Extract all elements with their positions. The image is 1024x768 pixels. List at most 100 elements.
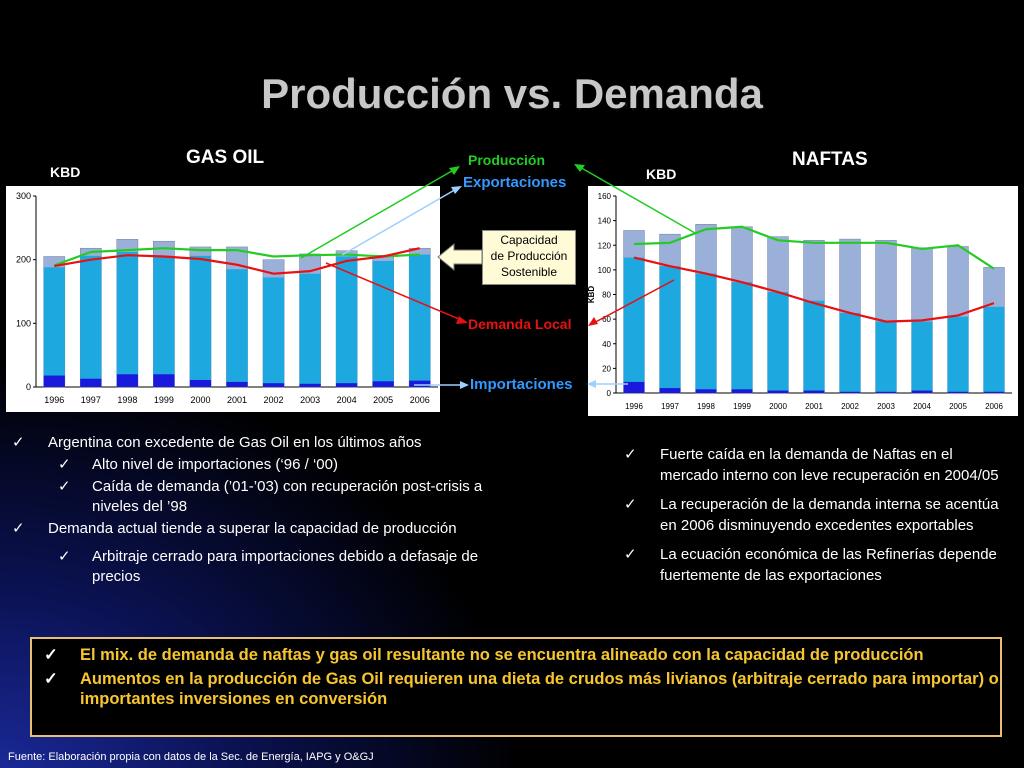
list-item: ✓ Argentina con excedente de Gas Oil en l…: [12, 434, 422, 451]
naftas-bar-demand: [911, 321, 933, 393]
gasoil-line-demanda: [54, 247, 420, 275]
naftas-x-tick-label: 2000: [769, 402, 787, 411]
naftas-x-tick-label: 2004: [913, 402, 931, 411]
gasoil-x-tick-label: 2006: [410, 395, 430, 405]
gasoil-bullet-list: ✓ Argentina con excedente de Gas Oil en l…: [12, 433, 492, 589]
gasoil-bar-import: [116, 374, 138, 387]
gasoil-bar-demand: [80, 255, 102, 387]
naftas-bar-import: [767, 390, 789, 393]
gasoil-x-tick-label: 2005: [373, 395, 393, 405]
connector-importaciones-left-arrowhead: [460, 381, 469, 389]
legend-capacidad-line1: Capacidad: [500, 233, 558, 247]
gasoil-bar-demand: [372, 260, 394, 387]
naftas-bar-demand: [875, 321, 897, 393]
naftas-bar-demand: [947, 316, 969, 393]
legend-demanda-local: Demanda Local: [468, 316, 572, 332]
naftas-x-tick-label: 1999: [733, 402, 751, 411]
naftas-bar-import: [695, 389, 717, 393]
legend-capacidad-box: Capacidad de Producción Sostenible: [482, 230, 576, 285]
gasoil-bar-demand: [153, 255, 175, 387]
gasoil-x-tick-label: 2001: [227, 395, 247, 405]
gasoil-unit-label: KBD: [50, 164, 81, 180]
check-icon: ✓: [624, 546, 637, 563]
gasoil-x-tick-label: 2002: [264, 395, 284, 405]
legend-capacidad-line3: Sostenible: [500, 265, 558, 279]
list-item: ✓ El mix. de demanda de naftas y gas oil …: [44, 646, 924, 664]
gasoil-bar-import: [80, 378, 102, 387]
naftas-bar-import: [659, 388, 681, 393]
list-item: ✓ La ecuación económica de las Refinerías…: [624, 546, 997, 584]
naftas-y-tick-label: 60: [602, 315, 611, 324]
gasoil-chart-title: GAS OIL: [186, 147, 265, 168]
naftas-y-axis-label: KBD: [588, 286, 596, 304]
gasoil-bar-import: [299, 383, 321, 387]
legend-capacidad-line2: de Producción: [490, 249, 568, 263]
gasoil-bar-demand: [336, 256, 358, 387]
capacity-arrow-icon: [437, 242, 483, 272]
gasoil-bar-demand: [116, 252, 138, 387]
conclusions-box: ✓ El mix. de demanda de naftas y gas oil …: [30, 637, 1002, 737]
check-icon: ✓: [624, 496, 637, 513]
list-item: ✓ Demanda actual tiende a superar la capa…: [12, 520, 457, 537]
connector-exportaciones-arrowhead: [451, 186, 462, 194]
naftas-bar-import: [911, 390, 933, 393]
naftas-chart: 0 20 40 60 80 100 120 140 160 KBD 1996 1997 1998 1999…: [588, 186, 1018, 416]
naftas-x-tick-label: 1996: [625, 402, 643, 411]
gasoil-x-tick-label: 1998: [117, 395, 137, 405]
list-item: ✓ La recuperación de la demanda interna s…: [624, 496, 999, 534]
gasoil-x-tick-label: 1997: [81, 395, 101, 405]
naftas-x-tick-label: 2003: [877, 402, 895, 411]
gasoil-bar-import: [372, 381, 394, 387]
legend-exportaciones: Exportaciones: [463, 174, 567, 191]
gasoil-y-tick-label: 300: [16, 191, 31, 201]
gasoil-bar-import: [336, 383, 358, 387]
gasoil-bar-import: [153, 374, 175, 387]
naftas-y-tick-label: 140: [598, 217, 612, 226]
gasoil-bar-demand: [189, 255, 212, 387]
gasoil-bar-demand: [226, 269, 248, 387]
check-icon: ✓: [44, 646, 58, 664]
check-icon: ✓: [58, 456, 71, 473]
naftas-chart-svg: 0 20 40 60 80 100 120 140 160 KBD 1996 1997 1998 1999…: [588, 192, 1012, 411]
naftas-bar-demand: [695, 273, 717, 393]
naftas-bar-import: [731, 389, 753, 393]
connector-produccion-right-arrowhead: [574, 164, 585, 172]
naftas-bar-demand: [839, 312, 861, 393]
gasoil-bar-demand: [262, 277, 285, 387]
naftas-bar-import: [875, 391, 897, 393]
slide-title: Producción vs. Demanda: [261, 70, 763, 117]
gasoil-bar-import: [409, 380, 431, 387]
naftas-line-demanda: [633, 256, 995, 323]
naftas-y-tick-label: 20: [602, 364, 611, 373]
gasoil-x-tick-label: 1996: [44, 395, 64, 405]
check-icon: ✓: [624, 446, 637, 463]
gasoil-x-tick-label: 2003: [300, 395, 320, 405]
naftas-bar-import: [983, 391, 1005, 393]
gasoil-y-tick-label: 200: [16, 255, 31, 265]
naftas-x-tick-label: 2006: [985, 402, 1003, 411]
naftas-bar-import: [839, 391, 861, 393]
source-note: Fuente: Elaboración propia con datos de …: [8, 751, 374, 763]
gasoil-x-tick-label: 2004: [337, 395, 357, 405]
check-icon: ✓: [58, 548, 71, 565]
gasoil-y-tick-label: 100: [16, 318, 31, 328]
legend-importaciones: Importaciones: [470, 376, 573, 393]
naftas-y-tick-label: 0: [607, 389, 612, 398]
gasoil-bar-import: [226, 381, 248, 387]
naftas-bar-import: [947, 391, 969, 393]
connector-demanda-left-arrowhead: [456, 316, 468, 324]
naftas-x-tick-label: 2001: [805, 402, 823, 411]
gasoil-bar-demand: [299, 273, 321, 387]
legend-produccion: Producción: [468, 152, 546, 168]
naftas-y-tick-label: 160: [598, 192, 612, 201]
naftas-x-tick-label: 2002: [841, 402, 859, 411]
gasoil-bar-import: [43, 375, 65, 387]
naftas-bar-demand: [767, 292, 789, 393]
naftas-bullet-list: ✓ Fuerte caída en la demanda de Naftas en…: [624, 444, 1008, 588]
check-icon: ✓: [12, 434, 25, 451]
naftas-bar-demand: [731, 282, 753, 393]
list-item: ✓ Alto nivel de importaciones (‘96 / ‘00): [58, 456, 338, 473]
naftas-unit-label: KBD: [646, 166, 677, 182]
check-icon: ✓: [44, 670, 58, 688]
gasoil-y-tick-label: 0: [26, 382, 31, 392]
